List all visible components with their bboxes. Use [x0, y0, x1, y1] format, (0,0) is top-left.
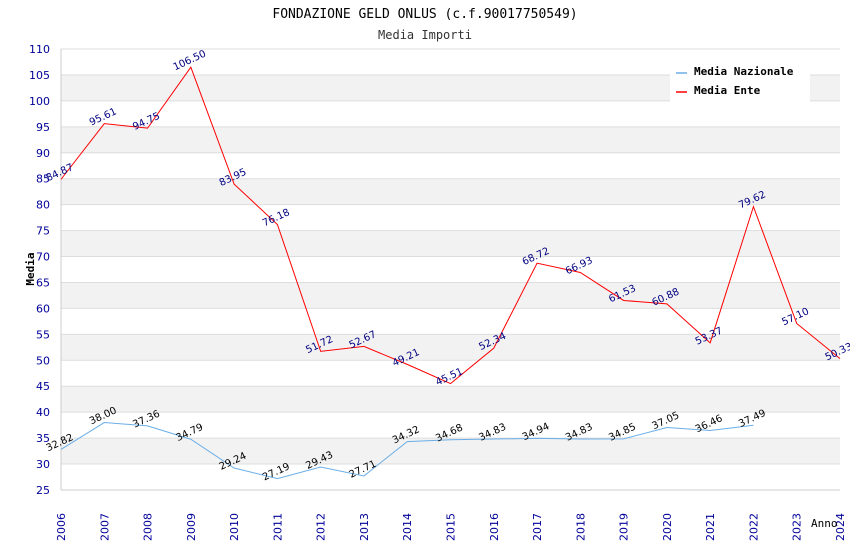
x-tick-label: 2011 [271, 513, 284, 541]
y-tick-label: 105 [29, 69, 50, 82]
grid-band [61, 256, 840, 283]
y-tick-label: 95 [36, 121, 50, 134]
grid-band [61, 334, 840, 361]
x-tick-label: 2017 [531, 513, 544, 541]
grid-band [61, 100, 840, 127]
x-tick-label: 2021 [704, 513, 717, 541]
x-axis-label: Anno [811, 517, 838, 530]
grid-band [61, 204, 840, 231]
grid-band [61, 178, 840, 205]
grid-band [61, 438, 840, 465]
series-line-ente [60, 66, 841, 385]
grid-band [61, 152, 840, 179]
x-tick-label: 2009 [185, 513, 198, 541]
x-axis-ticks: 2006 2007 2008 2009 2010 2011 2012 2013 2014 2015… [55, 513, 847, 541]
y-tick-label: 25 [36, 484, 50, 497]
x-tick-label: 2016 [488, 513, 501, 541]
x-tick-label: 2015 [445, 513, 458, 541]
chart-title: FONDAZIONE GELD ONLUS (c.f.90017750549) [272, 7, 577, 22]
y-tick-label: 60 [36, 302, 50, 315]
grid-band [61, 412, 840, 439]
x-tick-label: 2018 [574, 513, 587, 541]
y-axis-label: Media [24, 252, 37, 285]
grid-band [61, 386, 840, 413]
y-axis-ticks: 25 30 35 40 45 50 55 60 65 70 75 80 85 90 95 100 105 110 [29, 43, 50, 497]
x-tick-label: 2014 [401, 513, 414, 541]
x-tick-label: 2020 [661, 513, 674, 541]
series-lines [60, 66, 841, 480]
y-tick-label: 40 [36, 406, 50, 419]
grid-band [61, 464, 840, 490]
x-tick-label: 2022 [747, 513, 760, 541]
grid-band [61, 360, 840, 387]
grid-band [61, 230, 840, 257]
x-tick-label: 2012 [315, 513, 328, 541]
grid-band [61, 282, 840, 309]
x-tick-label: 2013 [358, 513, 371, 541]
y-tick-label: 90 [36, 147, 50, 160]
legend-label-ente: Media Ente [694, 84, 761, 97]
y-tick-label: 100 [29, 95, 50, 108]
gridlines [60, 48, 840, 491]
x-tick-label: 2023 [791, 513, 804, 541]
y-tick-label: 50 [36, 354, 50, 367]
series-line-nazionale [60, 422, 754, 480]
y-tick-label: 65 [36, 276, 50, 289]
y-tick-label: 110 [29, 43, 50, 56]
y-tick-label: 45 [36, 380, 50, 393]
x-tick-label: 2006 [55, 513, 68, 541]
x-tick-label: 2008 [142, 513, 155, 541]
x-tick-label: 2024 [834, 513, 847, 541]
y-tick-label: 80 [36, 199, 50, 212]
x-tick-label: 2019 [618, 513, 631, 541]
y-tick-label: 70 [36, 251, 50, 264]
y-tick-label: 85 [36, 173, 50, 186]
grid-band [61, 126, 840, 153]
legend-box [670, 60, 810, 102]
x-tick-label: 2007 [98, 513, 111, 541]
grid-bands [61, 49, 840, 490]
y-tick-label: 55 [36, 328, 50, 341]
grid-band [61, 308, 840, 335]
x-tick-label: 2010 [228, 513, 241, 541]
y-tick-label: 75 [36, 225, 50, 238]
chart-subtitle: Media Importi [378, 28, 472, 42]
y-tick-label: 30 [36, 458, 50, 471]
legend-label-nazionale: Media Nazionale [694, 65, 794, 78]
legend: Media Nazionale Media Ente [670, 60, 810, 102]
y-tick-label: 35 [36, 432, 50, 445]
